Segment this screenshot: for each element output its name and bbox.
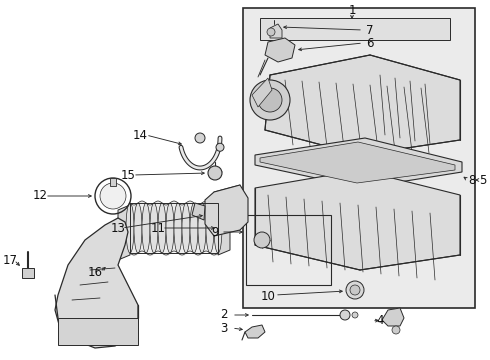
Polygon shape xyxy=(58,318,138,345)
Circle shape xyxy=(350,285,360,295)
Polygon shape xyxy=(55,218,138,348)
Ellipse shape xyxy=(214,203,222,253)
Polygon shape xyxy=(192,203,205,220)
Polygon shape xyxy=(252,78,272,107)
Circle shape xyxy=(250,80,290,120)
Polygon shape xyxy=(22,268,34,278)
Circle shape xyxy=(208,166,222,180)
Text: 4: 4 xyxy=(376,315,384,328)
Bar xyxy=(110,178,116,186)
Text: 6: 6 xyxy=(366,36,374,50)
Circle shape xyxy=(216,143,224,151)
Text: 5: 5 xyxy=(479,174,487,186)
Circle shape xyxy=(195,133,205,143)
Circle shape xyxy=(346,281,364,299)
Ellipse shape xyxy=(190,203,198,253)
Polygon shape xyxy=(270,24,282,38)
Circle shape xyxy=(258,88,282,112)
Text: 14: 14 xyxy=(132,129,147,141)
Bar xyxy=(243,8,475,308)
Polygon shape xyxy=(265,55,460,155)
Polygon shape xyxy=(205,185,248,236)
Polygon shape xyxy=(245,325,265,338)
Text: 13: 13 xyxy=(111,221,125,234)
Polygon shape xyxy=(255,138,462,188)
Circle shape xyxy=(267,28,275,36)
Polygon shape xyxy=(265,38,295,62)
Ellipse shape xyxy=(142,203,150,253)
Text: 3: 3 xyxy=(220,321,228,334)
Ellipse shape xyxy=(126,203,134,253)
Polygon shape xyxy=(382,308,404,326)
Ellipse shape xyxy=(182,203,190,253)
Text: 11: 11 xyxy=(150,221,166,234)
Ellipse shape xyxy=(134,203,142,253)
Circle shape xyxy=(392,326,400,334)
Bar xyxy=(260,18,450,40)
Ellipse shape xyxy=(198,203,206,253)
Polygon shape xyxy=(218,198,230,255)
Text: 9: 9 xyxy=(211,225,219,239)
Text: 12: 12 xyxy=(32,189,48,202)
Polygon shape xyxy=(260,142,455,183)
Ellipse shape xyxy=(158,203,166,253)
Ellipse shape xyxy=(206,203,214,253)
Ellipse shape xyxy=(174,203,182,253)
Polygon shape xyxy=(118,205,130,260)
Text: 1: 1 xyxy=(348,4,356,17)
Polygon shape xyxy=(255,170,460,270)
Ellipse shape xyxy=(150,203,158,253)
Text: 16: 16 xyxy=(88,266,102,279)
Text: 10: 10 xyxy=(261,289,275,302)
Text: 15: 15 xyxy=(121,168,135,181)
Text: 8: 8 xyxy=(468,174,476,186)
Bar xyxy=(246,215,331,285)
Text: 7: 7 xyxy=(366,23,374,36)
Circle shape xyxy=(340,310,350,320)
Circle shape xyxy=(352,312,358,318)
Circle shape xyxy=(254,232,270,248)
Text: 2: 2 xyxy=(220,309,228,321)
Circle shape xyxy=(100,183,126,209)
Text: 17: 17 xyxy=(2,253,18,266)
Bar xyxy=(130,203,218,253)
Ellipse shape xyxy=(166,203,174,253)
